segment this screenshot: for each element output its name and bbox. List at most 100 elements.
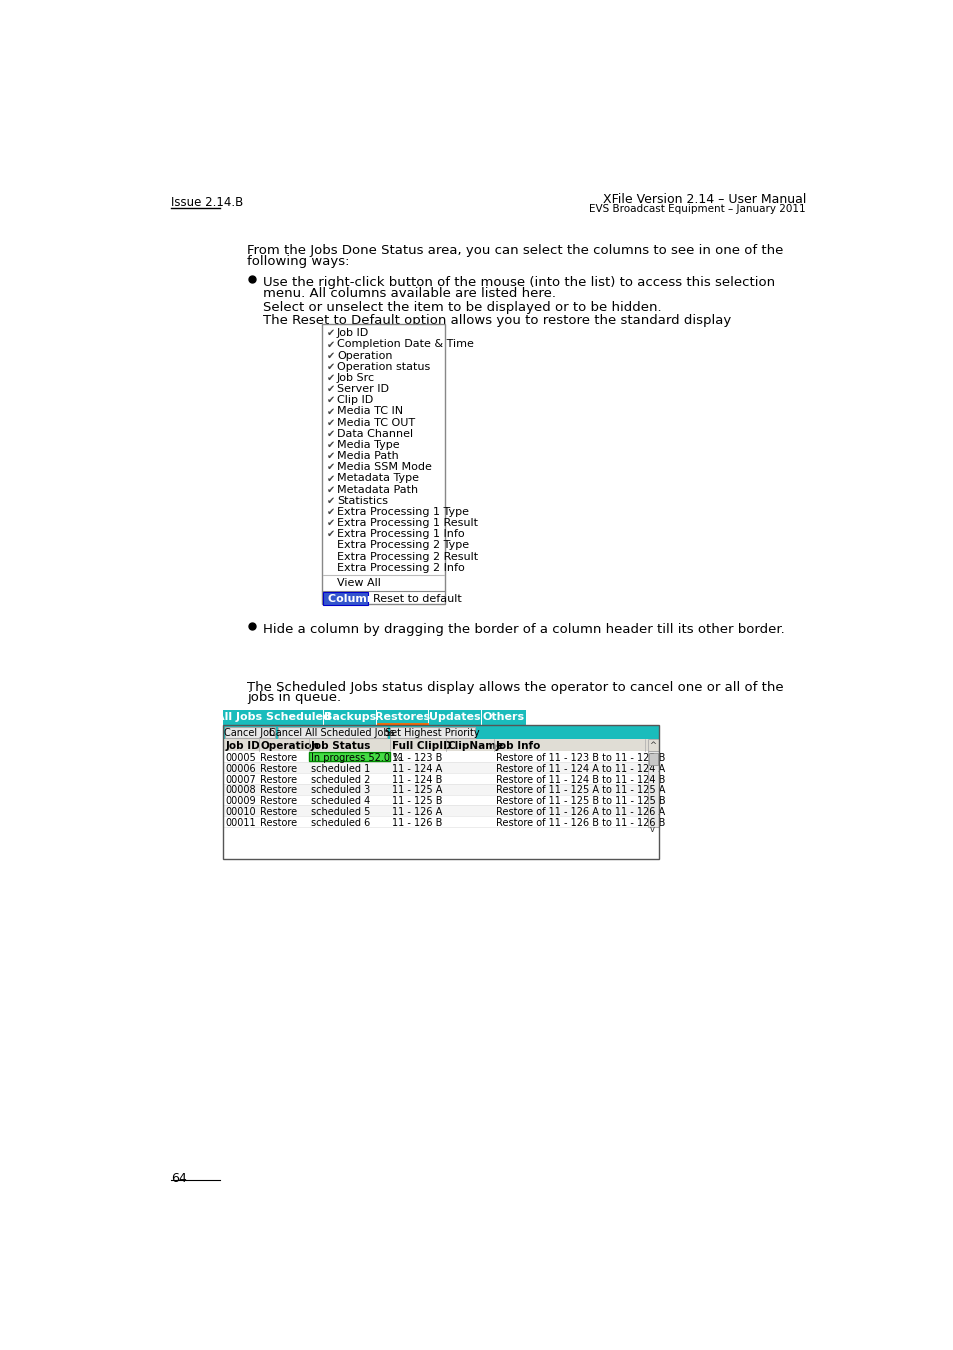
Bar [223,806,647,817]
Text: Completion Date & Time: Completion Date & Time [336,339,474,350]
Text: Restore: Restore [260,786,297,795]
Text: scheduled 1: scheduled 1 [311,764,370,774]
Text: Media TC OUT: Media TC OUT [336,417,415,428]
Text: Restore of 11 - 126 B to 11 - 126 B: Restore of 11 - 126 B to 11 - 126 B [496,818,664,828]
Text: ✔: ✔ [327,462,335,472]
Text: Extra Processing 1 Info: Extra Processing 1 Info [336,529,464,539]
Text: ✔: ✔ [327,406,335,417]
Text: Restore of 11 - 125 B to 11 - 125 B: Restore of 11 - 125 B to 11 - 125 B [496,796,665,806]
Text: Statistics: Statistics [336,495,388,506]
Text: v: v [649,825,655,834]
Text: Job ID: Job ID [225,741,260,751]
Text: All Jobs Scheduled: All Jobs Scheduled [215,713,330,722]
Text: Restore: Restore [260,764,297,774]
Text: Media Type: Media Type [336,440,399,450]
Bar [647,752,658,828]
Text: ✔: ✔ [327,429,335,439]
Bar [223,774,647,784]
Text: scheduled 6: scheduled 6 [311,818,370,828]
Text: scheduled 2: scheduled 2 [311,775,370,784]
Text: Issue 2.14.B: Issue 2.14.B [171,196,243,209]
Text: Clip ID: Clip ID [336,396,373,405]
Text: Media Path: Media Path [336,451,398,462]
Bar [223,752,647,763]
Text: Metadata Path: Metadata Path [336,485,417,494]
Text: ✔: ✔ [327,396,335,405]
Bar [390,726,475,738]
Text: 00005: 00005 [225,753,256,763]
Text: Hide a column by dragging the border of a column header till its other border.: Hide a column by dragging the border of … [262,622,783,636]
Bar [429,710,480,725]
Text: Full ClipID: Full ClipID [392,741,452,751]
Text: Updates: Updates [429,713,480,722]
Text: ✔: ✔ [327,495,335,506]
Text: following ways:: following ways: [247,255,349,269]
Text: ✔: ✔ [327,485,335,494]
Text: ✔: ✔ [327,351,335,360]
Text: Data Channel: Data Channel [336,429,413,439]
Text: The Scheduled Jobs status display allows the operator to cancel one or all of th: The Scheduled Jobs status display allows… [247,680,783,694]
Text: Restore of 11 - 125 A to 11 - 125 A: Restore of 11 - 125 A to 11 - 125 A [496,786,664,795]
Bar [376,710,428,725]
Text: jobs in queue.: jobs in queue. [247,691,341,705]
Bar [323,593,368,605]
Text: 00007: 00007 [225,775,256,784]
Text: Operation status: Operation status [336,362,430,371]
Text: XFile Version 2.14 – User Manual: XFile Version 2.14 – User Manual [602,193,805,205]
Text: ✔: ✔ [327,440,335,450]
Bar [224,726,274,738]
Text: Restore: Restore [260,818,297,828]
Bar [223,763,647,774]
Text: Extra Processing 2 Result: Extra Processing 2 Result [336,552,477,562]
Text: Job Src: Job Src [336,373,375,383]
Text: scheduled 5: scheduled 5 [311,807,370,817]
Text: Use the right-click button of the mouse (into the list) to access this selection: Use the right-click button of the mouse … [262,275,774,289]
Text: Columns ▶: Columns ▶ [328,594,394,603]
Text: Media TC IN: Media TC IN [336,406,403,417]
Bar [481,710,525,725]
Text: 00009: 00009 [225,796,255,806]
Text: Operation: Operation [336,351,392,360]
Text: ✔: ✔ [327,518,335,528]
Text: menu. All columns available are listed here.: menu. All columns available are listed h… [262,286,555,300]
Text: ✔: ✔ [327,451,335,462]
Text: Select or unselect the item to be displayed or to be hidden.: Select or unselect the item to be displa… [262,301,660,313]
Text: Metadata Type: Metadata Type [336,474,418,483]
Bar [223,795,647,806]
Text: Extra Processing 2 Info: Extra Processing 2 Info [336,563,464,572]
Bar [648,753,658,765]
Text: 00011: 00011 [225,818,255,828]
Bar [223,738,647,752]
Text: Restore of 11 - 126 A to 11 - 126 A: Restore of 11 - 126 A to 11 - 126 A [496,807,664,817]
Text: Restore: Restore [260,796,297,806]
Text: scheduled 3: scheduled 3 [311,786,370,795]
Text: Restore: Restore [260,753,297,763]
Text: ✔: ✔ [327,328,335,339]
Text: ✔: ✔ [327,508,335,517]
Text: 00008: 00008 [225,786,255,795]
Text: Restore of 11 - 123 B to 11 - 123 B: Restore of 11 - 123 B to 11 - 123 B [496,753,664,763]
Text: Operation: Operation [260,741,319,751]
Text: 11 - 125 A: 11 - 125 A [392,786,442,795]
Text: Cancel Job: Cancel Job [224,728,275,737]
Text: Restore: Restore [260,775,297,784]
Text: ✔: ✔ [327,385,335,394]
Text: 11 - 125 B: 11 - 125 B [392,796,442,806]
Text: Job Info: Job Info [496,741,540,751]
Bar [323,710,375,725]
Text: 11 - 124 B: 11 - 124 B [392,775,442,784]
Text: Others: Others [482,713,524,722]
Bar [223,784,647,795]
Text: ✔: ✔ [327,373,335,383]
Text: Set Highest Priority: Set Highest Priority [385,728,479,737]
Text: 11 - 124 A: 11 - 124 A [392,764,442,774]
Text: 11 - 126 B: 11 - 126 B [392,818,442,828]
Text: Restore of 11 - 124 B to 11 - 124 B: Restore of 11 - 124 B to 11 - 124 B [496,775,664,784]
Text: scheduled 4: scheduled 4 [311,796,370,806]
Text: The Reset to Default option allows you to restore the standard display: The Reset to Default option allows you t… [262,315,730,328]
Text: ClipName: ClipName [447,741,503,751]
Text: EVS Broadcast Equipment – January 2011: EVS Broadcast Equipment – January 2011 [589,204,805,213]
Bar [223,725,659,738]
Text: Media SSM Mode: Media SSM Mode [336,462,432,472]
Text: Job ID: Job ID [336,328,369,339]
